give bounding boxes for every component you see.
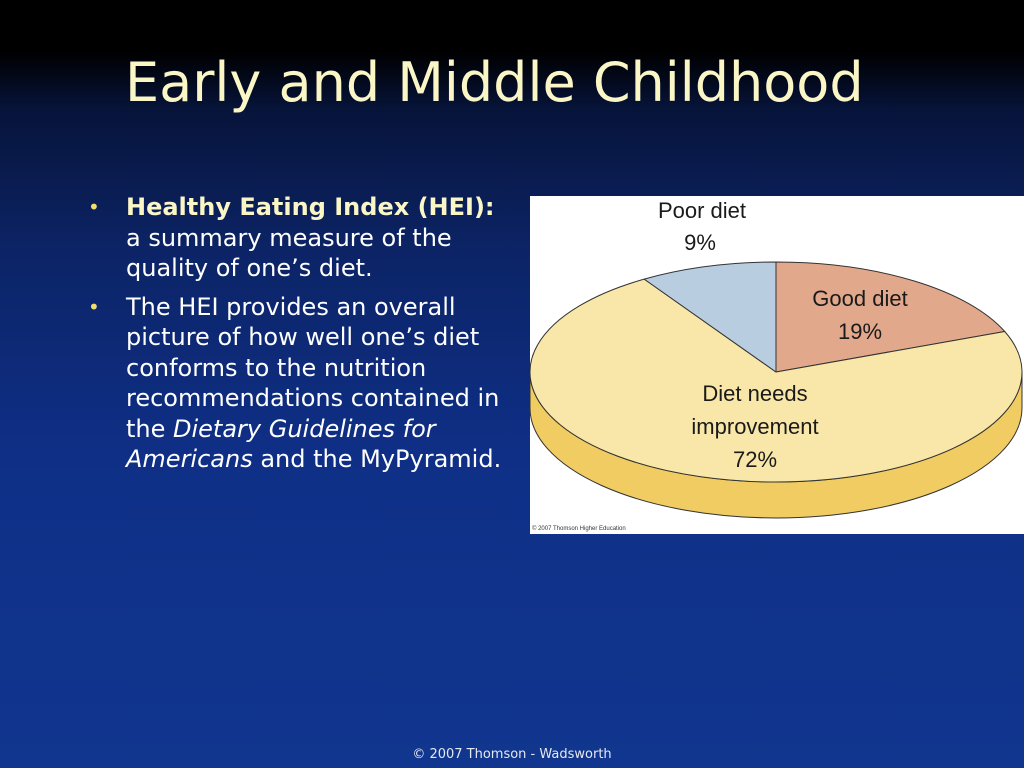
bullet-text-before: The HEI provides an overall picture of h… — [126, 292, 500, 443]
pie-chart: Poor diet 9% Good diet 19% Diet needs im… — [530, 198, 1023, 532]
bullet-item: • The HEI provides an overall picture of… — [86, 292, 506, 475]
pie-top-group — [530, 261, 1023, 483]
pie-chart-figure: Poor diet 9% Good diet 19% Diet needs im… — [530, 196, 1024, 534]
dietary-guidelines-title: Dietary Guidelines for Americans — [126, 414, 436, 474]
slice-label-improvement-line1: Diet needs — [702, 381, 807, 406]
bullet-dot-icon: • — [88, 195, 100, 219]
pie-label-group: Poor diet 9% Good diet 19% Diet needs im… — [658, 198, 908, 472]
slice-label-poor-diet: Poor diet — [658, 198, 746, 223]
pie-slice-good-diet — [775, 261, 1006, 373]
hei-definition: a summary measure of the quality of one’… — [126, 223, 452, 283]
pie-slice-poor-diet — [643, 261, 777, 373]
chart-copyright: © 2007 Thomson Higher Education — [532, 525, 626, 532]
pie-slice-diet-needs-improvement — [530, 278, 1023, 483]
bullet-dot-icon: • — [88, 294, 100, 319]
slide-title: Early and Middle Childhood — [125, 51, 864, 114]
slice-label-good-diet: Good diet — [812, 286, 907, 311]
slide-footer: © 2007 Thomson - Wadsworth — [412, 747, 612, 762]
slice-value-poor-diet: 9% — [684, 230, 716, 255]
bullet-item: • Healthy Eating Index (HEI): a summary … — [86, 192, 506, 284]
slice-value-improvement: 72% — [733, 447, 777, 472]
hei-term: Healthy Eating Index (HEI): — [126, 193, 495, 221]
bullet-text-after: and the MyPyramid. — [252, 445, 502, 473]
slice-value-good-diet: 19% — [838, 319, 882, 344]
bullet-list: • Healthy Eating Index (HEI): a summary … — [86, 192, 506, 483]
slice-label-improvement-line2: improvement — [691, 414, 818, 439]
